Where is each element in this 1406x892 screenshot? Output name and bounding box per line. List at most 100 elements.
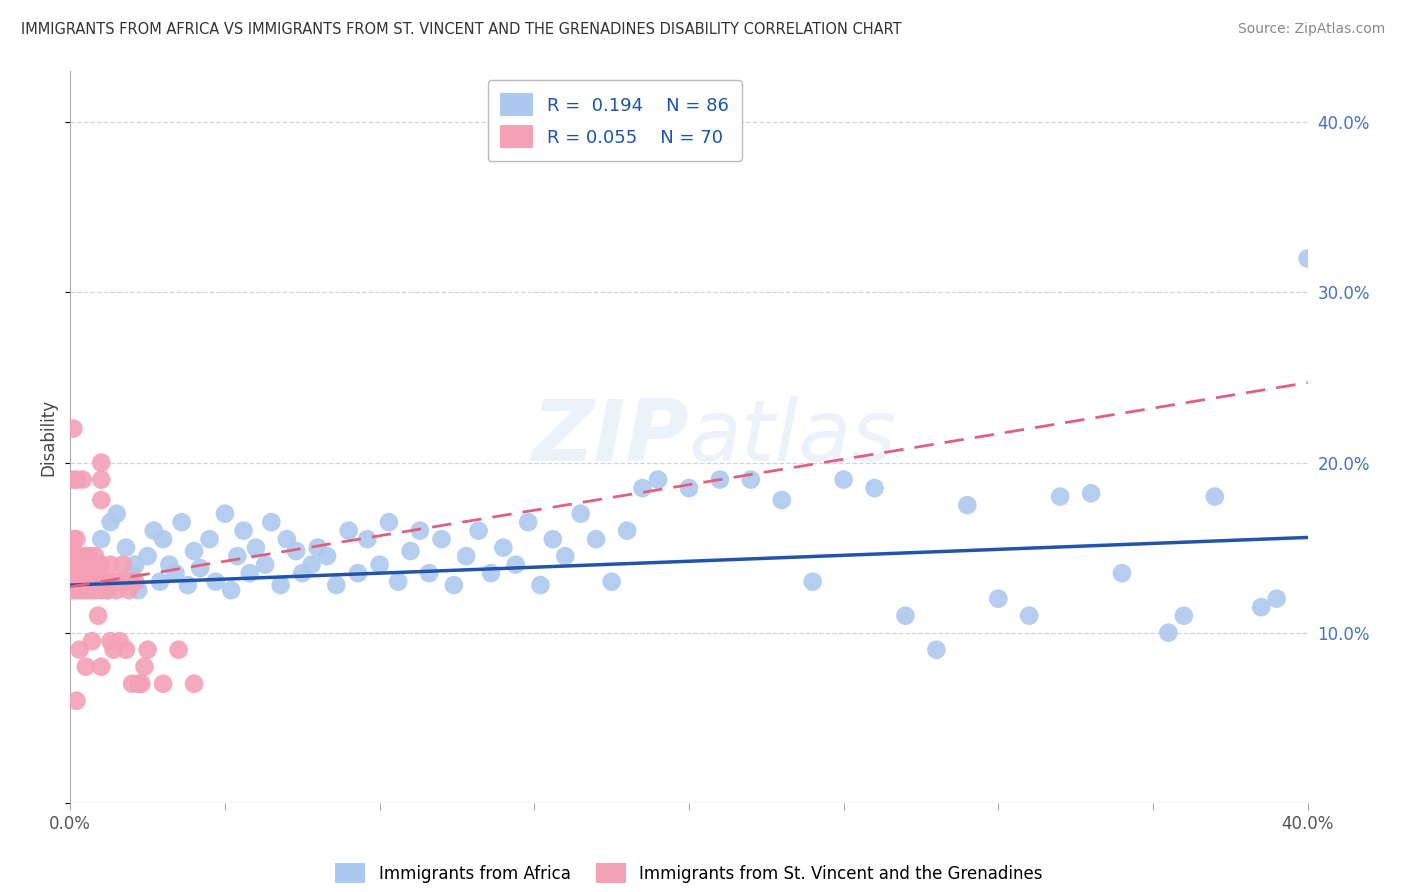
Point	[152, 532, 174, 546]
Point	[80, 583, 103, 598]
Point	[616, 524, 638, 538]
Point	[121, 566, 143, 581]
Point	[541, 532, 564, 546]
Point	[219, 583, 242, 598]
Point	[115, 574, 138, 589]
Point	[134, 659, 156, 673]
Point	[65, 574, 87, 589]
Point	[347, 566, 370, 581]
Point	[285, 544, 308, 558]
Point	[170, 515, 193, 529]
Point	[108, 574, 131, 589]
Legend: Immigrants from Africa, Immigrants from St. Vincent and the Grenadines: Immigrants from Africa, Immigrants from …	[328, 855, 1050, 891]
Point	[149, 574, 172, 589]
Point	[956, 498, 979, 512]
Point	[254, 558, 277, 572]
Point	[100, 515, 122, 529]
Point	[188, 561, 211, 575]
Point	[75, 549, 97, 563]
Point	[165, 566, 187, 581]
Point	[260, 515, 283, 529]
Point	[96, 583, 118, 598]
Point	[245, 541, 267, 555]
Point	[75, 659, 97, 673]
Point	[87, 558, 110, 572]
Point	[307, 541, 329, 555]
Point	[600, 574, 623, 589]
Point	[100, 558, 122, 572]
Point	[87, 574, 110, 589]
Point	[832, 473, 855, 487]
Point	[136, 642, 159, 657]
Point	[69, 583, 91, 598]
Point	[90, 558, 112, 572]
Point	[631, 481, 654, 495]
Point	[505, 558, 527, 572]
Point	[103, 642, 125, 657]
Point	[75, 549, 97, 563]
Point	[316, 549, 339, 563]
Point	[492, 541, 515, 555]
Point	[529, 578, 551, 592]
Point	[337, 524, 360, 538]
Point	[84, 574, 107, 589]
Point	[90, 493, 112, 508]
Point	[1018, 608, 1040, 623]
Point	[69, 566, 91, 581]
Point	[443, 578, 465, 592]
Point	[62, 473, 84, 487]
Point	[65, 532, 87, 546]
Point	[569, 507, 592, 521]
Point	[69, 642, 91, 657]
Point	[378, 515, 401, 529]
Point	[517, 515, 540, 529]
Point	[987, 591, 1010, 606]
Point	[1204, 490, 1226, 504]
Point	[301, 558, 323, 572]
Point	[554, 549, 576, 563]
Point	[62, 421, 84, 435]
Point	[124, 558, 146, 572]
Point	[69, 549, 91, 563]
Point	[62, 549, 84, 563]
Point	[84, 583, 107, 598]
Point	[678, 481, 700, 495]
Point	[90, 473, 112, 487]
Point	[152, 677, 174, 691]
Point	[105, 574, 128, 589]
Point	[356, 532, 378, 546]
Point	[863, 481, 886, 495]
Point	[90, 583, 112, 598]
Point	[467, 524, 489, 538]
Point	[585, 532, 607, 546]
Point	[127, 583, 149, 598]
Point	[90, 574, 112, 589]
Point	[418, 566, 440, 581]
Point	[198, 532, 221, 546]
Point	[77, 583, 100, 598]
Text: IMMIGRANTS FROM AFRICA VS IMMIGRANTS FROM ST. VINCENT AND THE GRENADINES DISABIL: IMMIGRANTS FROM AFRICA VS IMMIGRANTS FRO…	[21, 22, 901, 37]
Point	[77, 574, 100, 589]
Point	[127, 677, 149, 691]
Point	[90, 532, 112, 546]
Point	[1296, 252, 1319, 266]
Point	[87, 608, 110, 623]
Point	[430, 532, 453, 546]
Point	[456, 549, 478, 563]
Point	[409, 524, 432, 538]
Point	[157, 558, 180, 572]
Point	[177, 578, 200, 592]
Point	[142, 524, 165, 538]
Point	[1173, 608, 1195, 623]
Point	[204, 574, 226, 589]
Point	[1080, 486, 1102, 500]
Point	[124, 574, 146, 589]
Point	[1265, 591, 1288, 606]
Point	[647, 473, 669, 487]
Point	[62, 532, 84, 546]
Point	[291, 566, 314, 581]
Point	[801, 574, 824, 589]
Point	[96, 574, 118, 589]
Point	[214, 507, 236, 521]
Point	[108, 574, 131, 589]
